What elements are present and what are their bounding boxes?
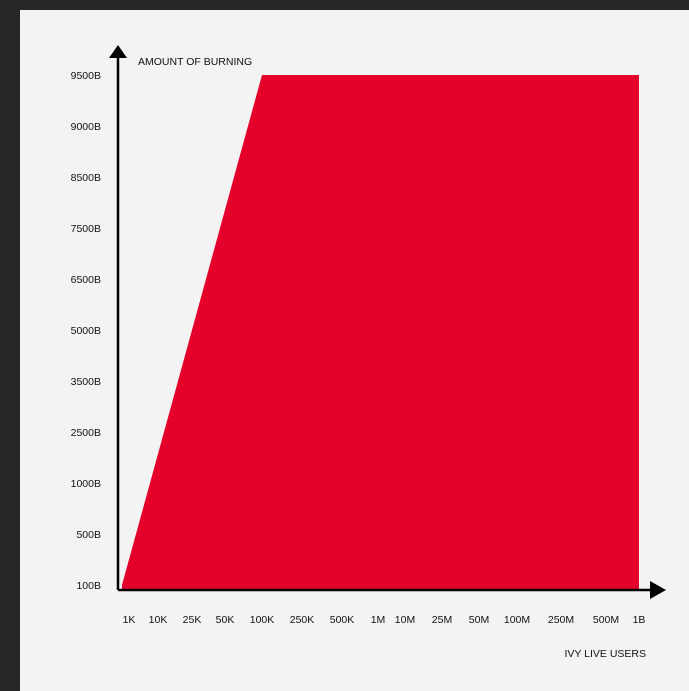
burning-area: [122, 75, 639, 590]
x-tick-label: 50M: [469, 614, 489, 626]
y-tick-labels: 100B 500B 1000B 2500B 3500B 5000B 6500B 7500B 85…: [71, 70, 101, 592]
y-tick-label: 2500B: [71, 427, 101, 439]
x-tick-label: 500K: [330, 614, 355, 626]
y-tick-label: 9500B: [71, 70, 101, 82]
y-tick-label: 9000B: [71, 121, 101, 133]
x-tick-label: 50K: [216, 614, 235, 626]
x-tick-label: 1K: [123, 614, 136, 626]
x-tick-label: 25M: [432, 614, 452, 626]
y-tick-label: 6500B: [71, 274, 101, 286]
y-tick-label: 500B: [76, 529, 101, 541]
axes-layer: [109, 45, 666, 599]
x-tick-label: 100M: [504, 614, 530, 626]
y-tick-label: 1000B: [71, 478, 101, 490]
x-tick-label: 250K: [290, 614, 315, 626]
x-tick-label: 1B: [633, 614, 646, 626]
y-tick-label: 8500B: [71, 172, 101, 184]
area-layer: [122, 75, 639, 590]
x-tick-label: 1M: [371, 614, 386, 626]
x-tick-labels: 1K 10K 25K 50K 100K 250K 500K 1M 10M 25M 50M 100M 25…: [123, 614, 646, 626]
x-tick-label: 10K: [149, 614, 168, 626]
x-tick-label: 10M: [395, 614, 415, 626]
y-axis-arrow-icon: [109, 45, 127, 58]
x-tick-label: 250M: [548, 614, 574, 626]
y-axis-title: AMOUNT OF BURNING: [138, 56, 252, 68]
x-axis-title: IVY LIVE USERS: [564, 648, 646, 660]
x-tick-label: 100K: [250, 614, 275, 626]
y-tick-label: 5000B: [71, 325, 101, 337]
x-axis-arrow-icon: [650, 581, 666, 599]
y-tick-label: 3500B: [71, 376, 101, 388]
x-tick-label: 500M: [593, 614, 619, 626]
x-tick-label: 25K: [183, 614, 202, 626]
y-tick-label: 100B: [76, 580, 101, 592]
y-tick-label: 7500B: [71, 223, 101, 235]
